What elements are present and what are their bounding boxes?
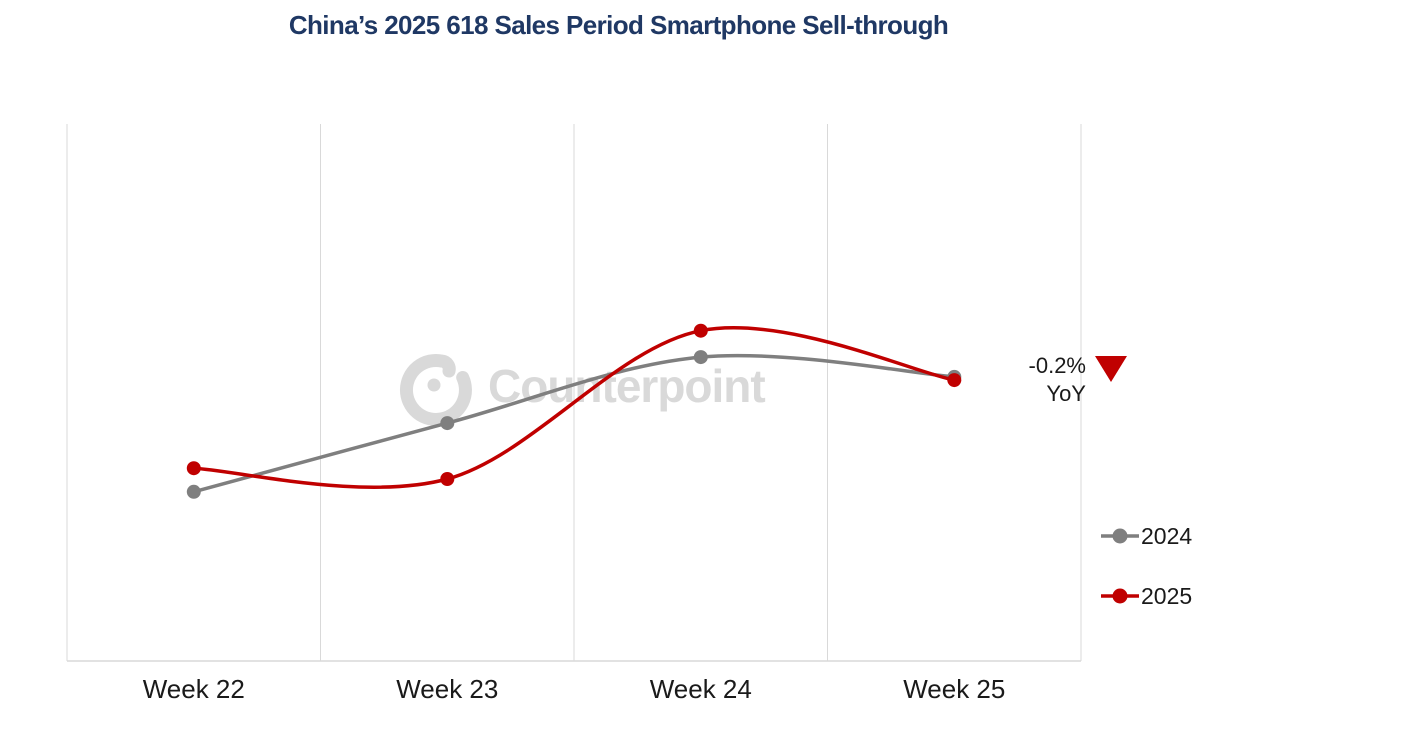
legend-label-2024: 2024 (1141, 523, 1193, 549)
series-2025-point-week-23 (440, 472, 455, 486)
legend-item-2024: 2024 (1101, 522, 1192, 550)
x-axis-labels-group: Week 22 Week 23 Week 24 Week 25 (143, 674, 1006, 704)
series-2025-point-week-25 (947, 373, 962, 388)
series-2024-point-week-24 (693, 350, 708, 365)
watermark-text: Counterpoint (488, 360, 765, 412)
series-2025-line (192, 326, 957, 489)
yoy-label: YoY (1046, 381, 1086, 406)
legend-marker-2025 (1101, 588, 1139, 604)
x-axis-tick-label-0: Week 22 (143, 674, 245, 704)
series-2024-line (192, 353, 957, 494)
counterpoint-logo-dot (427, 378, 441, 392)
yoy-value: -0.2% (1028, 353, 1086, 378)
counterpoint-logo-icon (400, 354, 472, 426)
chart-title: China’s 2025 618 Sales Period Smartphone… (288, 10, 949, 40)
yoy-decline-triangle-icon (1095, 356, 1127, 382)
gridlines-group (66, 124, 1082, 662)
x-axis-tick-label-1: Week 23 (396, 674, 498, 704)
series-2025-point-week-24 (693, 323, 708, 338)
x-axis-tick-label-3: Week 25 (903, 674, 1005, 704)
x-axis-tick-label-2: Week 24 (650, 674, 752, 704)
series-group (186, 323, 962, 499)
series-2024-point-week-22 (186, 484, 201, 499)
chart-legend: 2024 2025 (1101, 522, 1192, 642)
series-2025-point-week-22 (186, 461, 201, 476)
legend-label-2025: 2025 (1141, 583, 1193, 609)
yoy-annotation: -0.2% YoY (966, 352, 1086, 408)
series-2024-point-week-23 (440, 416, 455, 431)
legend-marker-2024 (1101, 528, 1139, 544)
counterpoint-watermark: Counterpoint (400, 354, 766, 426)
legend-item-2025: 2025 (1101, 582, 1192, 610)
